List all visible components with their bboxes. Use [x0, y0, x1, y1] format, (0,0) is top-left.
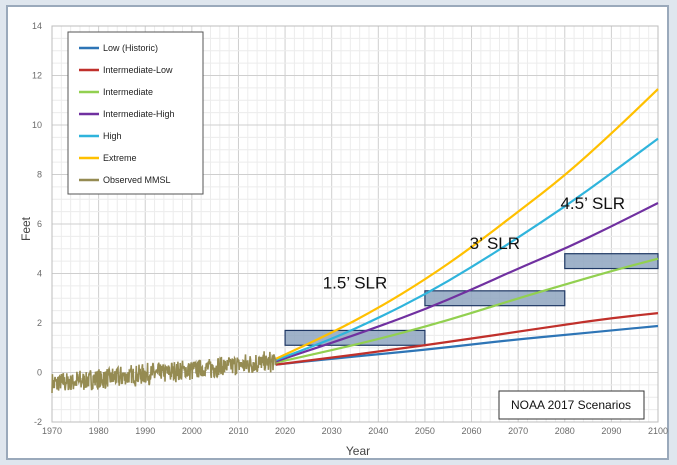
- x-tick-label: 2070: [508, 426, 528, 436]
- scenario-badge-box: [498, 390, 645, 420]
- observed-line: [51, 351, 277, 394]
- x-tick-label: 1980: [89, 426, 109, 436]
- chart-frame: 1970 1980 1990 2000 2010 2020 2030 2040 2050 2060…: [6, 5, 669, 460]
- tick-labels: 1970 1980 1990 2000 2010 2020 2030 2040 2050 2060…: [32, 21, 668, 436]
- observed-series: [51, 351, 277, 394]
- y-tick-label: 12: [32, 71, 42, 81]
- x-tick-label: 2090: [601, 426, 621, 436]
- scenario-badge: NOAA 2017 Scenarios: [498, 390, 645, 420]
- slr-labels: 1.5’ SLR 3’ SLR 4.5’ SLR: [323, 194, 625, 292]
- slr-label: 4.5’ SLR: [560, 194, 625, 213]
- y-tick-label: 2: [37, 318, 42, 328]
- x-tick-label: 2060: [462, 426, 482, 436]
- slr-label: 1.5’ SLR: [323, 273, 388, 292]
- slr-box: [564, 253, 659, 270]
- scenario-badge-label: NOAA 2017 Scenarios: [511, 398, 631, 412]
- legend-label: Low (Historic): [103, 43, 158, 53]
- series-line: [275, 312, 659, 366]
- series-line: [275, 137, 659, 362]
- sea-level-rise-chart: 1970 1980 1990 2000 2010 2020 2030 2040 2050 2060…: [19, 21, 668, 458]
- series-line: [275, 88, 659, 360]
- x-axis-title: Year: [346, 444, 370, 458]
- x-tick-label: 1990: [135, 426, 155, 436]
- y-tick-label: -2: [34, 417, 42, 427]
- y-tick-label: 14: [32, 21, 42, 31]
- y-tick-label: 10: [32, 120, 42, 130]
- slr-label: 3’ SLR: [470, 234, 520, 253]
- legend: Low (Historic) Intermediate-Low Intermedia…: [67, 31, 204, 195]
- x-tick-label: 2010: [228, 426, 248, 436]
- series-line: [275, 257, 659, 364]
- scenario-lines: [275, 88, 659, 366]
- y-tick-label: 8: [37, 170, 42, 180]
- x-tick-label: 2000: [182, 426, 202, 436]
- y-tick-label: 4: [37, 269, 42, 279]
- legend-label: Extreme: [103, 153, 137, 163]
- legend-label: Intermediate-Low: [103, 65, 173, 75]
- series-line: [275, 202, 659, 363]
- plot-area-border: [51, 25, 659, 423]
- x-tick-label: 2080: [555, 426, 575, 436]
- y-axis-title: Feet: [19, 216, 33, 241]
- y-tick-label: 0: [37, 368, 42, 378]
- x-tick-label: 2100: [648, 426, 668, 436]
- x-tick-label: 2040: [368, 426, 388, 436]
- slr-box: [424, 290, 566, 307]
- legend-label: High: [103, 131, 122, 141]
- x-tick-label: 2020: [275, 426, 295, 436]
- legend-label: Intermediate: [103, 87, 153, 97]
- x-tick-label: 2050: [415, 426, 435, 436]
- legend-label: Observed MMSL: [103, 175, 171, 185]
- x-tick-label: 2030: [322, 426, 342, 436]
- legend-label: Intermediate-High: [103, 109, 175, 119]
- x-tick-label: 1970: [42, 426, 62, 436]
- y-tick-label: 6: [37, 219, 42, 229]
